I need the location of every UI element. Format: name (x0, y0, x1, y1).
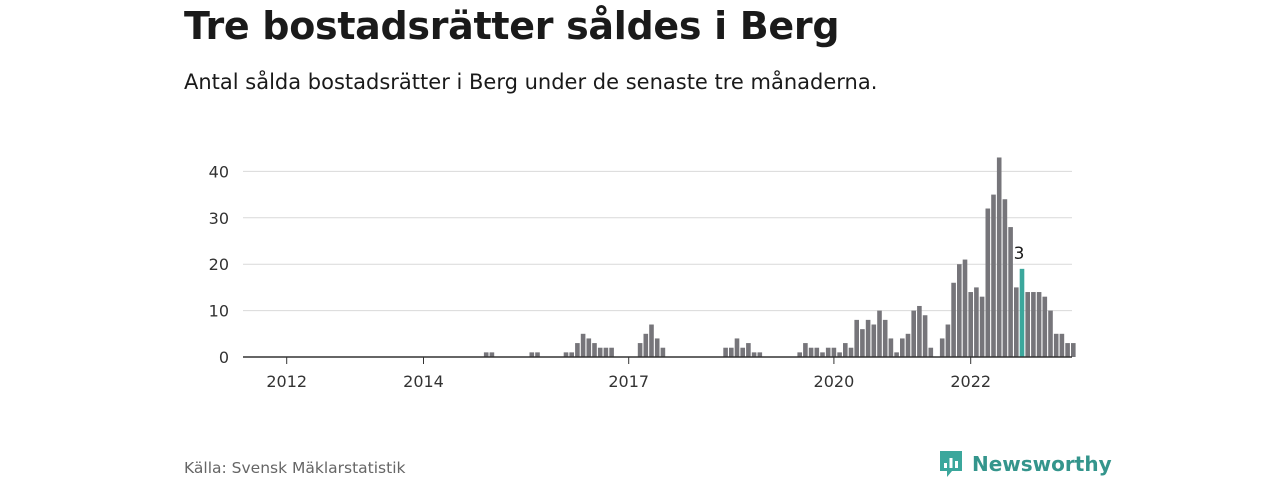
bar (603, 347, 609, 357)
bar (848, 347, 854, 357)
x-tick-label: 2017 (608, 372, 649, 391)
bar (979, 296, 985, 357)
bar (660, 347, 666, 357)
bar (563, 352, 569, 357)
x-tick-label: 2020 (814, 372, 855, 391)
y-tick-label: 10 (209, 302, 229, 321)
bar (1014, 287, 1019, 357)
bar (1053, 333, 1059, 357)
bar (945, 324, 951, 357)
bar (860, 329, 865, 357)
bar (871, 324, 877, 357)
bar (580, 333, 586, 357)
bar (843, 343, 848, 357)
bar (609, 347, 614, 357)
bar (734, 338, 740, 357)
bar (1042, 296, 1048, 357)
x-tick-label: 2022 (950, 372, 991, 391)
bar (837, 352, 842, 357)
bar (957, 264, 962, 357)
bar (968, 292, 973, 357)
bar (797, 352, 802, 357)
bar (854, 319, 859, 357)
bar (483, 352, 489, 357)
grid-lines (243, 170, 1072, 312)
bar (1002, 199, 1008, 357)
bar (877, 310, 882, 357)
highlight-value-label: 3 (1014, 244, 1025, 264)
y-tick-label: 0 (219, 348, 229, 367)
bar (592, 343, 597, 357)
bar (740, 347, 745, 357)
bar (882, 319, 888, 357)
y-tick-label: 40 (209, 162, 229, 181)
bar (637, 343, 643, 357)
chart-title: Tre bostadsrätter såldes i Berg (184, 4, 840, 48)
bar (996, 157, 1002, 357)
brand-logo[interactable]: Newsworthy (938, 449, 1112, 479)
bar (1048, 310, 1053, 357)
bar (974, 287, 979, 357)
bar (803, 343, 808, 357)
brand-name: Newsworthy (972, 452, 1112, 476)
newsworthy-logo-icon (940, 451, 962, 477)
bar (939, 338, 945, 357)
bar (535, 352, 540, 357)
bar (569, 352, 574, 357)
bar (729, 347, 734, 357)
bar (1059, 333, 1065, 357)
bar (985, 208, 991, 357)
bar (962, 259, 968, 357)
bar (1071, 343, 1076, 357)
bar (888, 338, 894, 357)
y-tick-label: 20 (209, 255, 229, 274)
bar (597, 347, 603, 357)
bars (483, 157, 1076, 357)
bar (746, 343, 751, 357)
highlight-bar (1019, 268, 1025, 357)
bar (820, 352, 825, 357)
source-text: Källa: Svensk Mäklarstatistik (184, 459, 406, 477)
y-axis-ticks: 0 10 20 30 40 (209, 162, 229, 367)
y-tick-label: 30 (209, 209, 229, 228)
x-axis-ticks: 2012 2014 2017 2020 2022 (266, 357, 991, 391)
bar (1036, 292, 1042, 357)
bar (911, 310, 916, 357)
bar (1025, 292, 1030, 357)
chart-subtitle: Antal sålda bostadsrätter i Berg under d… (184, 70, 878, 94)
bar (654, 338, 660, 357)
bar (991, 194, 996, 357)
bar (951, 282, 956, 357)
bar (1031, 292, 1036, 357)
bar (757, 352, 763, 357)
x-tick-label: 2012 (266, 372, 307, 391)
bar (831, 347, 837, 357)
bar (814, 347, 820, 357)
bar (1065, 343, 1070, 357)
bar (894, 352, 899, 357)
bar (922, 315, 928, 357)
bar (905, 333, 911, 357)
bar (723, 347, 728, 357)
bar (900, 338, 905, 357)
bar (825, 347, 831, 357)
bar (751, 352, 757, 357)
bar (575, 343, 580, 357)
bar (649, 324, 654, 357)
x-tick-label: 2014 (403, 372, 444, 391)
bar (529, 352, 535, 357)
bar (928, 347, 934, 357)
bar (917, 305, 922, 357)
bar (643, 333, 649, 357)
bar (865, 319, 871, 357)
bar (489, 352, 495, 357)
bar (1008, 227, 1013, 357)
bar (586, 338, 592, 357)
bar (808, 347, 814, 357)
